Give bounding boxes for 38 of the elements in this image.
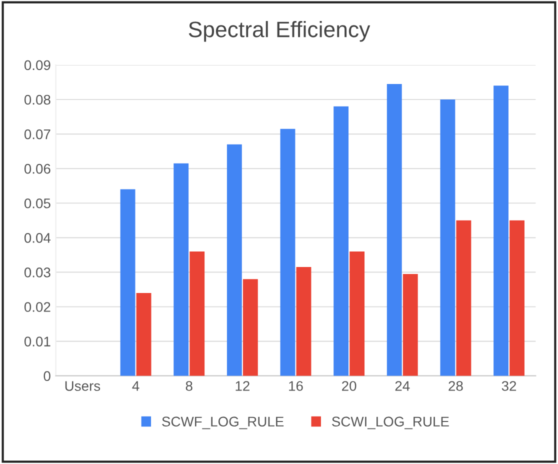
chart-title: Spectral Efficiency: [188, 21, 370, 42]
y-tick-label: 0.02: [24, 302, 50, 312]
y-tick-label: 0.06: [24, 164, 50, 174]
x-tick-label: 20: [342, 381, 356, 391]
bar: [456, 220, 472, 376]
y-tick-label: 0.03: [24, 268, 50, 278]
bar: [440, 100, 456, 376]
bar: [136, 292, 152, 376]
y-tick-label: 0.04: [24, 233, 51, 243]
bar: [350, 251, 365, 376]
y-tick-label: 0.05: [24, 198, 50, 208]
x-tick-label: 32: [502, 381, 516, 391]
bar: [280, 128, 296, 376]
bar: [402, 274, 418, 376]
x-tick-label: 12: [236, 381, 250, 391]
bar: [120, 189, 136, 376]
y-tick-label: 0.07: [24, 129, 50, 140]
bar: [190, 251, 205, 376]
y-tick-label: 0.09: [24, 60, 50, 70]
bar: [494, 86, 508, 376]
bar: [242, 279, 258, 376]
bar: [510, 220, 524, 376]
x-tick-label: Users: [65, 381, 100, 391]
bar: [174, 163, 189, 376]
bar: [334, 106, 349, 376]
bar: [226, 144, 242, 376]
x-tick-label: 16: [289, 381, 303, 391]
x-tick-label: 8: [186, 381, 192, 391]
bar: [296, 267, 312, 376]
x-tick-label: 4: [132, 381, 140, 391]
legend-label: SCWI_LOG_RULE: [332, 416, 449, 430]
legend-label: SCWF_LOG_RULE: [162, 416, 284, 430]
y-tick-label: 0: [44, 371, 50, 382]
y-tick-label: 0.01: [24, 336, 50, 346]
bar: [386, 84, 402, 376]
y-tick-label: 0.08: [24, 94, 50, 105]
x-tick-label: 28: [448, 381, 463, 391]
x-tick-label: 24: [395, 381, 410, 391]
